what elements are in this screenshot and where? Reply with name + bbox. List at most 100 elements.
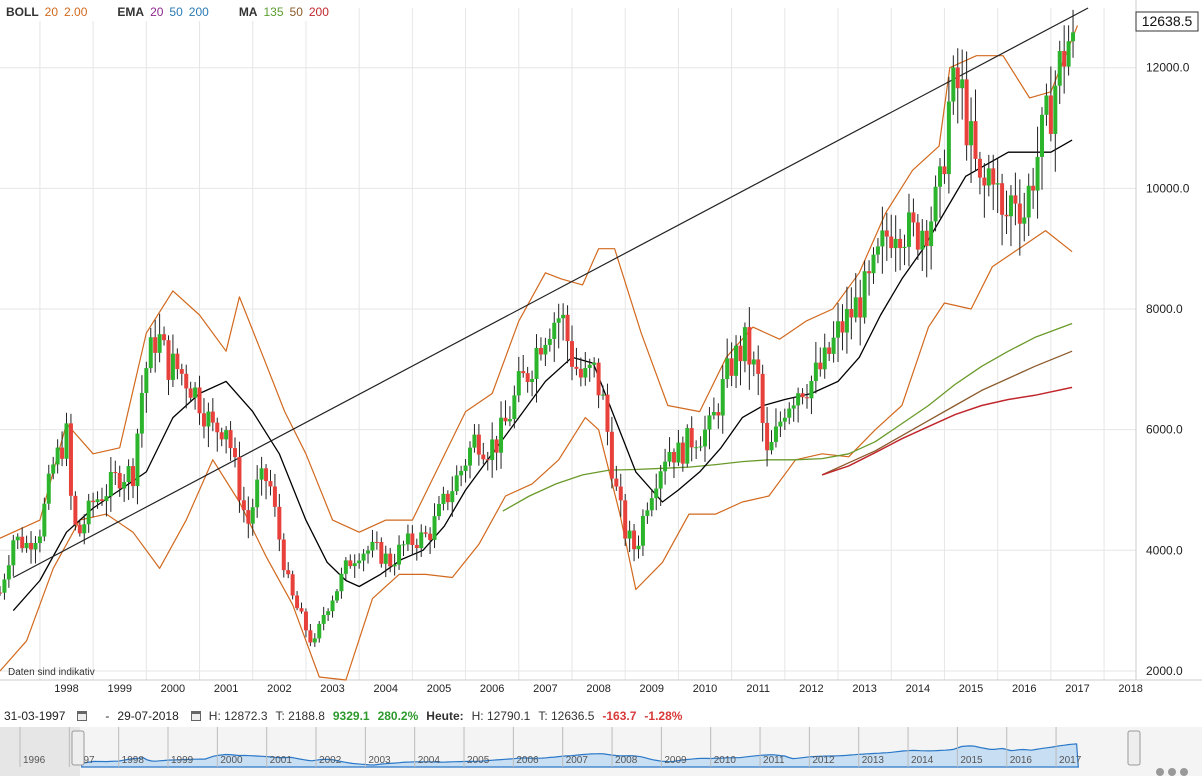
candle-body: [614, 478, 619, 487]
candle-body: [348, 560, 353, 567]
candle-body: [68, 423, 73, 496]
navigator-left-handle[interactable]: [71, 730, 85, 766]
candle-body: [201, 413, 206, 427]
candle-body: [326, 611, 331, 615]
legend-ma[interactable]: MA 135 50 200: [239, 5, 329, 19]
legend-boll-name: BOLL: [6, 5, 39, 19]
candle-body: [796, 393, 801, 406]
candle-body: [308, 630, 313, 643]
candle-body: [565, 314, 570, 342]
candle-body: [587, 364, 592, 368]
range-navigator[interactable]: 1996199719981999200020012002200320042005…: [0, 727, 1202, 776]
candle-body: [1004, 214, 1009, 217]
x-tick-label: 2012: [799, 683, 823, 695]
start-date[interactable]: 31-03-1997: [4, 709, 66, 723]
candle-body: [33, 543, 38, 550]
candle-body: [649, 498, 654, 511]
candle-body: [228, 430, 233, 449]
y-tick-label: 8000.0: [1146, 302, 1183, 316]
candle-body: [210, 411, 215, 423]
candle-body: [725, 358, 730, 380]
candle-body: [193, 387, 198, 398]
candle-body: [468, 447, 473, 466]
x-tick-label: 2008: [586, 683, 610, 695]
candle-body: [86, 500, 91, 525]
candle-body: [991, 168, 996, 185]
y-tick-label: 2000.0: [1146, 664, 1183, 678]
y-tick-label: 12000.0: [1146, 61, 1190, 75]
legend-ema-param: 200: [188, 5, 209, 19]
candle-body: [933, 186, 938, 222]
candle-body: [122, 482, 127, 489]
range-change-pct: 280.2%: [377, 709, 419, 723]
candle-body: [561, 314, 566, 319]
candle-body: [60, 447, 65, 459]
candle-body: [117, 472, 122, 489]
candle-body: [24, 542, 29, 549]
candle-body: [951, 67, 956, 102]
candle-body: [889, 236, 894, 249]
x-tick-label: 2011: [746, 683, 770, 695]
ma-green-line: [502, 322, 1073, 512]
navigator-tick-label: 2002: [319, 755, 342, 766]
x-tick-label: 2009: [640, 683, 664, 695]
x-tick-label: 2016: [1012, 683, 1036, 695]
navigator-tick-label: 1999: [171, 755, 194, 766]
today-high: H: 12790.1: [471, 709, 531, 723]
candle-body: [357, 560, 362, 564]
legend-ma-name: MA: [238, 5, 258, 19]
legend-boll[interactable]: BOLL 20 2.00: [6, 5, 87, 19]
candle-body: [334, 591, 339, 601]
end-date[interactable]: 29-07-2018: [117, 709, 179, 723]
candle-body: [818, 362, 823, 370]
today-label: Heute:: [426, 709, 464, 723]
candle-body: [716, 412, 721, 416]
candle-body: [986, 168, 991, 186]
candle-body: [1071, 32, 1076, 42]
candle-body: [778, 421, 783, 427]
legend-ema[interactable]: EMA 20 50 200: [117, 5, 208, 19]
candle-body: [906, 212, 911, 247]
candle-body: [858, 297, 863, 318]
candle-body: [853, 297, 858, 318]
candle-body: [1013, 195, 1018, 204]
candle-body: [135, 433, 140, 487]
candle-body: [99, 499, 104, 502]
price-chart[interactable]: 2000.0 4000.0 6000.0 8000.0 10000.0 12000.0 1…: [0, 0, 1202, 700]
candle-body: [813, 362, 818, 382]
candle-body: [166, 340, 171, 380]
candle-body: [299, 608, 304, 612]
candle-body: [339, 573, 344, 592]
candle-body: [321, 614, 326, 624]
candle-body: [215, 422, 220, 433]
candle-body: [911, 212, 916, 223]
candle-body: [361, 553, 366, 561]
calendar-icon[interactable]: [190, 711, 201, 721]
candle-body: [827, 347, 832, 354]
candle-body: [241, 500, 246, 511]
range-footer: 31-03-1997 - 29-07-2018 H: 12872.3 T: 21…: [0, 705, 1202, 727]
candle-body: [995, 183, 1000, 185]
indicator-overlays: [0, 7, 1089, 681]
candle-body: [729, 358, 734, 376]
calendar-icon[interactable]: [77, 711, 88, 721]
candle-body: [982, 177, 987, 186]
candle-body: [552, 322, 557, 339]
candle-body: [197, 387, 202, 414]
candle-body: [405, 533, 410, 545]
candle-body: [844, 309, 849, 333]
candle-body: [521, 371, 526, 374]
candle-body: [1057, 51, 1062, 86]
navigator-scroll-icon[interactable]: [1156, 768, 1188, 776]
today-change-pct: -1.28%: [644, 709, 683, 723]
candle-body: [55, 447, 60, 465]
candle-body: [11, 540, 16, 566]
candle-body: [742, 327, 747, 362]
candle-body: [977, 158, 982, 178]
navigator-right-handle[interactable]: [1127, 730, 1141, 766]
date-separator: -: [105, 709, 110, 723]
candle-body: [592, 362, 597, 365]
candle-body: [441, 493, 446, 504]
candle-body: [711, 412, 716, 416]
navigator-tick-label: 2013: [862, 755, 885, 766]
